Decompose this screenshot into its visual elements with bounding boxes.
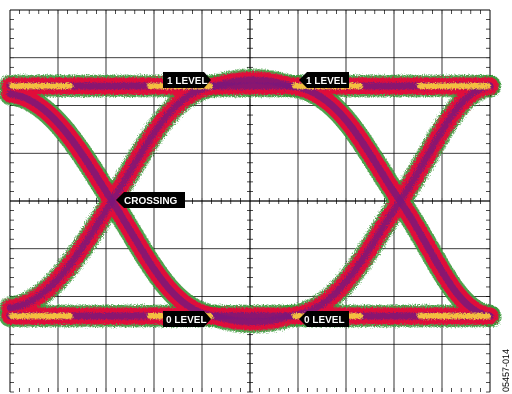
callout-zero-level-right: 0 LEVEL — [299, 311, 349, 327]
callout-one-level-left-text: 1 LEVEL — [167, 76, 208, 87]
trace-right-rising-edge — [286, 82, 494, 320]
callout-crossing-text: CROSSING — [124, 196, 178, 207]
trace-left-rising-edge — [6, 82, 219, 312]
callout-crossing: CROSSING — [116, 192, 185, 208]
callout-zero-level-right-text: 0 LEVEL — [304, 315, 345, 326]
callout-one-level-right-text: 1 LEVEL — [306, 76, 347, 87]
callout-one-level-right: 1 LEVEL — [299, 72, 349, 88]
figure-id: 05457-014 — [501, 349, 511, 392]
callout-zero-level-left-text: 0 LEVEL — [166, 315, 207, 326]
graticule — [9, 9, 491, 393]
eye-traces — [0, 69, 501, 333]
callout-zero-level-left: 0 LEVEL — [163, 311, 211, 327]
callout-one-level-left: 1 LEVEL — [163, 72, 211, 88]
trace-eye-bottom — [211, 312, 294, 326]
trace-eye-top — [211, 76, 294, 90]
